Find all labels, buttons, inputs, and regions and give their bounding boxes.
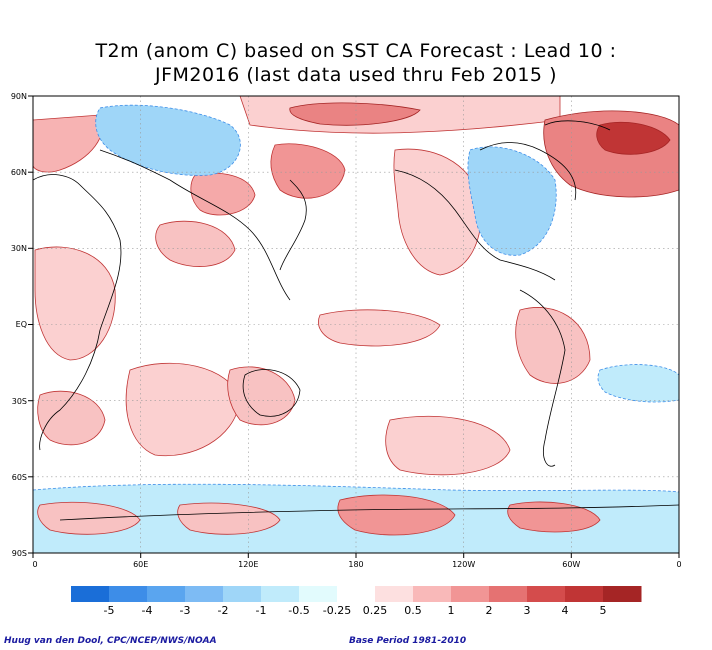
warm-region-indian-ocean (125, 362, 241, 457)
lat-label: 60N (11, 168, 27, 177)
cold-region-north-america (467, 146, 557, 256)
lat-label: EQ (16, 320, 27, 329)
warm-region-china (155, 220, 236, 267)
warm-region-antarctic-4 (177, 502, 281, 535)
credit-text: Huug van den Dool, CPC/NCEP/NWS/NOAA (4, 636, 217, 646)
legend-label: -0.25 (323, 604, 351, 617)
lon-label: 60E (133, 560, 148, 569)
warm-region-south-africa (37, 390, 106, 446)
legend-swatch (451, 586, 490, 602)
legend-label: 0.25 (363, 604, 388, 617)
legend-label: -1 (256, 604, 267, 617)
base-period-text: Base Period 1981-2010 (349, 636, 467, 646)
map-title-line-2: JFM2016 (last data used thru Feb 2015 ) (155, 64, 557, 86)
longitude-labels: 0 60E 120E 180 120W 60W 0 (32, 560, 681, 569)
map-title-line-1: T2m (anom C) based on SST CA Forecast : … (95, 40, 617, 62)
lon-label: 0 (676, 560, 681, 569)
warm-region-equatorial-pacific (318, 309, 441, 347)
legend-label: 5 (600, 604, 607, 617)
axis-ticks (28, 95, 680, 558)
legend-label: -2 (218, 604, 229, 617)
legend-label: -5 (104, 604, 115, 617)
legend-label: -0.5 (288, 604, 309, 617)
warm-region-antarctic-2 (507, 501, 601, 533)
legend-swatch (147, 586, 186, 602)
legend-swatch (337, 586, 376, 602)
lon-label: 60W (562, 560, 580, 569)
lat-label: 90S (12, 549, 27, 558)
legend-swatch (489, 586, 528, 602)
cold-region-south-atlantic (597, 364, 679, 403)
anomaly-fields (33, 96, 679, 553)
legend-swatch (603, 586, 642, 602)
legend-label: -4 (142, 604, 153, 617)
legend-swatch (527, 586, 566, 602)
legend-swatch (565, 586, 604, 602)
legend-swatch (261, 586, 300, 602)
lat-label: 60S (12, 473, 27, 482)
legend-label: 0.5 (404, 604, 422, 617)
lat-label: 30S (12, 397, 27, 406)
warm-region-north-pacific (393, 148, 482, 276)
warm-region-south-pacific (385, 415, 511, 476)
legend-swatch (299, 586, 338, 602)
legend-swatch (375, 586, 414, 602)
legend-label: 1 (448, 604, 455, 617)
legend-swatch (223, 586, 262, 602)
latitude-labels: 90N 60N 30N EQ 30S 60S 90S (11, 92, 27, 558)
warm-region-antarctic-1 (337, 494, 456, 536)
legend-swatch (109, 586, 148, 602)
warm-core-greenland (596, 121, 671, 155)
cold-region-eurasia (95, 104, 241, 176)
legend-label: 2 (486, 604, 493, 617)
warm-region-australia (227, 366, 296, 426)
color-legend: -5 -4 -3 -2 -1 -0.5 -0.25 0.25 0.5 1 2 3 4 5 (71, 586, 642, 617)
lon-label: 0 (32, 560, 37, 569)
warm-region-africa (34, 246, 116, 361)
legend-swatch (185, 586, 224, 602)
legend-label: 3 (524, 604, 531, 617)
warm-region-asia (270, 143, 346, 199)
legend-swatch (71, 586, 110, 602)
warm-region-central-asia (190, 172, 256, 216)
lon-label: 180 (348, 560, 363, 569)
warm-core-arctic (289, 102, 421, 126)
legend-label: 4 (562, 604, 569, 617)
legend-swatch (413, 586, 452, 602)
lat-label: 30N (11, 244, 27, 253)
legend-label: -3 (180, 604, 191, 617)
coastlines (33, 120, 679, 521)
lon-label: 120E (238, 560, 258, 569)
lon-label: 120W (452, 560, 475, 569)
lat-label: 90N (11, 92, 27, 101)
